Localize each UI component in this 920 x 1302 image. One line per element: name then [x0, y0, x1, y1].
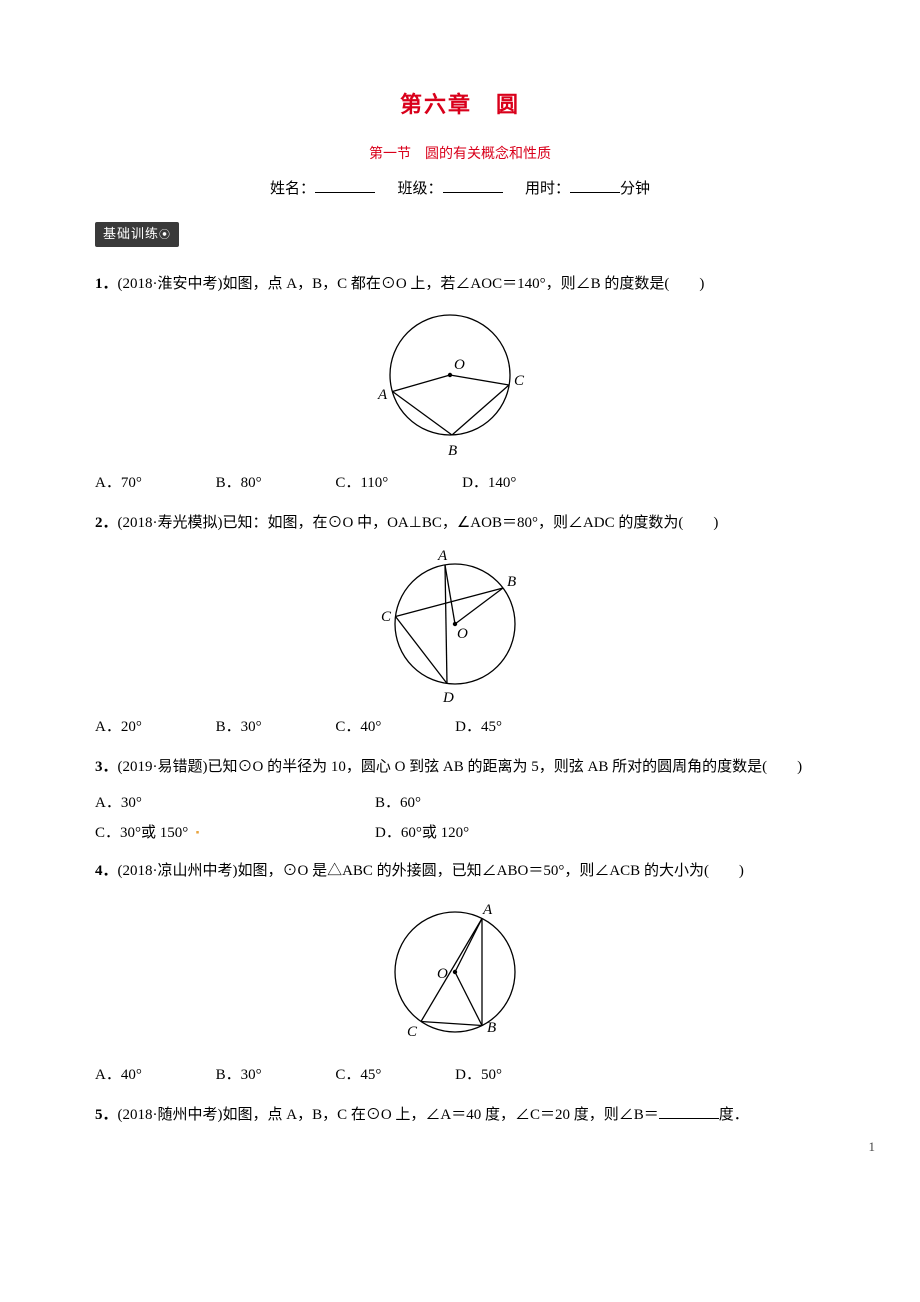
- label-C: C: [514, 373, 525, 389]
- q3-opt-A: A．30°: [95, 788, 375, 818]
- q1-opt-D: D．140°: [462, 473, 516, 494]
- class-blank[interactable]: [443, 178, 503, 193]
- label-C4: C: [407, 1024, 418, 1040]
- figure-1: O A B C: [95, 305, 825, 465]
- badge-text: 基础训练: [103, 226, 159, 241]
- question-4: 4．(2018·凉山州中考)如图，⊙O 是△ABC 的外接圆，已知∠ABO＝50…: [95, 856, 825, 886]
- q3-opt-B: B．60°: [375, 788, 655, 818]
- label-B: B: [448, 443, 457, 459]
- q3-opt-D: D．60°或 120°: [375, 818, 655, 848]
- q3-num: 3．: [95, 759, 118, 775]
- q4-opt-A: A．40°: [95, 1065, 142, 1086]
- q4-opt-C: C．45°: [335, 1065, 381, 1086]
- q4-opt-B: B．30°: [216, 1065, 262, 1086]
- q3-options: A．30° B．60° C．30°或 150° ▪ D．60°或 120°: [95, 788, 825, 848]
- q5-blank[interactable]: [659, 1104, 719, 1119]
- q2-options: A．20° B．30° C．40° D．45°: [95, 717, 825, 738]
- figure-4-svg: A B C O: [375, 892, 545, 1057]
- label-B2: B: [507, 574, 516, 590]
- q5-num: 5．: [95, 1107, 118, 1123]
- q2-num: 2．: [95, 515, 118, 531]
- section-title: 第一节 圆的有关概念和性质: [95, 145, 825, 165]
- label-O4: O: [437, 966, 448, 982]
- q1-options: A．70° B．80° C．110° D．140°: [95, 473, 825, 494]
- name-label: 姓名：: [270, 181, 315, 197]
- q1-opt-C: C．110°: [335, 473, 388, 494]
- q4-options: A．40° B．30° C．45° D．50°: [95, 1065, 825, 1086]
- question-1: 1．(2018·淮安中考)如图，点 A，B，C 都在⊙O 上，若∠AOC＝140…: [95, 269, 825, 299]
- question-3: 3．(2019·易错题)已知⊙O 的半径为 10，圆心 O 到弦 AB 的距离为…: [95, 752, 825, 782]
- q3-opt-C: C．30°或 150°: [95, 825, 188, 841]
- time-label: 用时：: [525, 181, 570, 197]
- q4-opt-D: D．50°: [455, 1065, 502, 1086]
- q1-num: 1．: [95, 276, 118, 292]
- class-label: 班级：: [397, 181, 442, 197]
- q2-opt-C: C．40°: [335, 717, 381, 738]
- q2-opt-D: D．45°: [455, 717, 502, 738]
- label-A: A: [377, 387, 388, 403]
- q5-text-b: 度．: [719, 1107, 749, 1123]
- chapter-title: 第六章 圆: [95, 90, 825, 121]
- figure-1-svg: O A B C: [370, 305, 550, 465]
- label-O2: O: [457, 626, 468, 642]
- section-badge: 基础训练⦿: [95, 222, 179, 246]
- q3-text: (2019·易错题)已知⊙O 的半径为 10，圆心 O 到弦 AB 的距离为 5…: [118, 759, 803, 775]
- label-O: O: [454, 357, 465, 373]
- q2-text: (2018·寿光模拟)已知：如图，在⊙O 中，OA⊥BC，∠AOB＝80°，则∠…: [118, 515, 719, 531]
- label-C2: C: [381, 609, 392, 625]
- label-A2: A: [437, 548, 448, 564]
- question-5: 5．(2018·随州中考)如图，点 A，B，C 在⊙O 上，∠A＝40 度，∠C…: [95, 1100, 825, 1130]
- q1-opt-B: B．80°: [216, 473, 262, 494]
- q2-opt-B: B．30°: [216, 717, 262, 738]
- name-blank[interactable]: [315, 178, 375, 193]
- q1-text: (2018·淮安中考)如图，点 A，B，C 都在⊙O 上，若∠AOC＝140°，…: [118, 276, 705, 292]
- q1-opt-A: A．70°: [95, 473, 142, 494]
- time-blank[interactable]: [570, 178, 620, 193]
- student-info-line: 姓名： 班级： 用时： 分钟: [95, 178, 825, 200]
- orange-dot-icon: ▪: [196, 827, 200, 838]
- label-D2: D: [442, 690, 454, 706]
- page-number: 1: [869, 1138, 876, 1156]
- figure-2-svg: A B C D O: [375, 544, 545, 709]
- figure-2: A B C D O: [95, 544, 825, 709]
- q4-num: 4．: [95, 863, 118, 879]
- q2-opt-A: A．20°: [95, 717, 142, 738]
- label-B4: B: [487, 1020, 496, 1036]
- q4-text: (2018·凉山州中考)如图，⊙O 是△ABC 的外接圆，已知∠ABO＝50°，…: [118, 863, 744, 879]
- q5-text-a: (2018·随州中考)如图，点 A，B，C 在⊙O 上，∠A＝40 度，∠C＝2…: [118, 1107, 659, 1123]
- label-A4: A: [482, 902, 493, 918]
- figure-4: A B C O: [95, 892, 825, 1057]
- question-2: 2．(2018·寿光模拟)已知：如图，在⊙O 中，OA⊥BC，∠AOB＝80°，…: [95, 508, 825, 538]
- time-unit: 分钟: [620, 181, 650, 197]
